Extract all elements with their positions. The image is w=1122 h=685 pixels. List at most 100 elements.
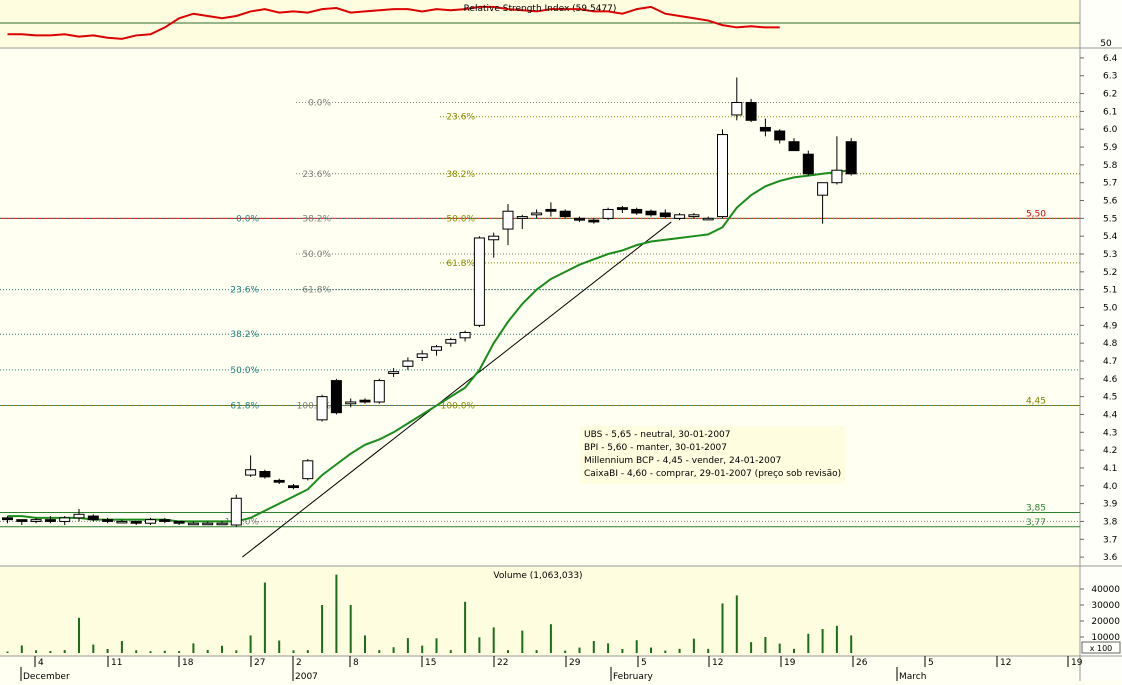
candle-body	[145, 519, 156, 524]
fibonacci-label: 23.6%	[230, 286, 259, 296]
candle-body	[116, 520, 128, 524]
candle-body	[645, 210, 657, 216]
volume-bar	[178, 651, 181, 653]
date-axis: 4 11 18 27 2 8 15 22 29 5 12 19 26 5 12 19 December 2007 F…	[20, 656, 1083, 682]
volume-unit-label: x 100	[1090, 644, 1113, 653]
candle-body	[402, 360, 414, 367]
volume-bar	[735, 595, 738, 653]
date-tick-label: 26	[856, 658, 868, 668]
candle-body	[774, 130, 786, 141]
price-tick-label: 5.2	[1103, 268, 1117, 278]
volume-tick-label: 20000	[1091, 617, 1120, 627]
candle-body	[473, 237, 485, 326]
volume-bar	[406, 638, 409, 653]
price-tick-label: 5.3	[1103, 250, 1117, 260]
candle-body	[16, 519, 28, 522]
volume-bar	[607, 643, 610, 653]
candle-body	[488, 235, 500, 241]
volume-bar	[49, 651, 52, 653]
date-tick-label: 11	[111, 658, 122, 668]
volume-bar	[492, 627, 495, 653]
date-tick-label: 5	[928, 658, 934, 668]
candle-body	[817, 182, 829, 196]
volume-bar	[278, 640, 281, 653]
volume-bar	[364, 635, 366, 653]
volume-bar	[521, 630, 524, 653]
volume-bar	[850, 635, 853, 653]
date-tick-label: 12	[1000, 658, 1011, 668]
volume-bar	[721, 603, 724, 653]
price-tick-label: 6.0	[1103, 125, 1118, 135]
rsi-line	[7, 5, 780, 40]
candle-body	[688, 214, 700, 218]
price-tick-label: 4.2	[1103, 446, 1117, 456]
volume-bar	[78, 617, 80, 653]
candle-body	[602, 208, 614, 219]
volume-bar	[221, 645, 223, 653]
fibonacci-label: 100.0%	[297, 402, 332, 412]
candle-body	[59, 517, 71, 522]
volume-bar	[249, 635, 252, 653]
candle-body	[245, 469, 257, 476]
candle-body	[130, 520, 142, 524]
fibonacci-label: 0.0%	[308, 98, 331, 108]
candle-body	[416, 353, 428, 358]
date-tick-label: 2	[296, 658, 302, 668]
volume-bar	[120, 641, 123, 653]
volume-tick-label: 40000	[1091, 585, 1120, 595]
month-label: March	[899, 672, 926, 681]
price-tick-label: 4.8	[1103, 339, 1118, 349]
date-tick-label: 27	[254, 658, 265, 668]
candle-body	[330, 380, 342, 414]
price-tick-label: 4.3	[1103, 428, 1117, 438]
candle-body	[759, 126, 771, 132]
volume-bar	[335, 574, 338, 653]
volume-bar	[821, 629, 824, 653]
date-tick-label: 29	[569, 658, 581, 668]
date-tick-label: 4	[38, 658, 44, 668]
rsi-tick-label: 50	[1100, 39, 1112, 49]
fibonacci-label: 38.2%	[230, 330, 259, 340]
fibonacci-label: 50.0%	[446, 214, 475, 224]
fibonacci-label: 38.2%	[446, 170, 475, 180]
volume-bar	[435, 638, 438, 653]
volume-bar	[478, 637, 481, 653]
price-tick-label: 5.1	[1103, 286, 1117, 296]
candle-body	[87, 515, 99, 521]
fibonacci-label: 23.6%	[302, 170, 331, 180]
annotation-text: UBS - 5,65 - neutral, 30-01-2007	[584, 430, 731, 440]
candle-body	[788, 141, 800, 152]
candle-body	[674, 214, 686, 219]
candle-body	[802, 153, 814, 175]
volume-bar	[692, 638, 695, 653]
volume-bar	[106, 649, 109, 653]
candle-body	[845, 141, 857, 175]
volume-bar	[378, 650, 381, 653]
volume-bar	[507, 650, 509, 653]
price-tick-label: 4.0	[1103, 482, 1118, 492]
price-tick-label: 4.1	[1103, 464, 1117, 474]
price-tick-label: 4.9	[1103, 321, 1118, 331]
candle-body	[159, 519, 171, 522]
candle-body	[659, 212, 671, 218]
fibonacci-label: 50.0%	[302, 250, 331, 260]
price-level-label: 5,50	[1026, 209, 1046, 219]
candle-body	[574, 217, 585, 221]
date-tick-label: 18	[182, 658, 194, 668]
candle-body	[459, 331, 471, 339]
candle-body	[288, 485, 299, 489]
volume-bar	[321, 605, 324, 653]
volume-bar	[621, 649, 624, 653]
fibonacci-label: 23.6%	[446, 113, 475, 123]
price-axis-background	[1080, 0, 1122, 681]
price-tick-label: 4.5	[1103, 393, 1117, 403]
price-tick-label: 5.4	[1103, 232, 1118, 242]
volume-bar	[807, 633, 810, 653]
volume-bar	[235, 650, 238, 653]
fibonacci-label: 0.0%	[236, 214, 259, 224]
volume-bar	[63, 650, 66, 653]
volume-bar	[549, 624, 552, 653]
candle-body	[73, 513, 85, 519]
price-level-label: 4,45	[1026, 397, 1046, 407]
price-level-label: 3,77	[1026, 518, 1046, 528]
